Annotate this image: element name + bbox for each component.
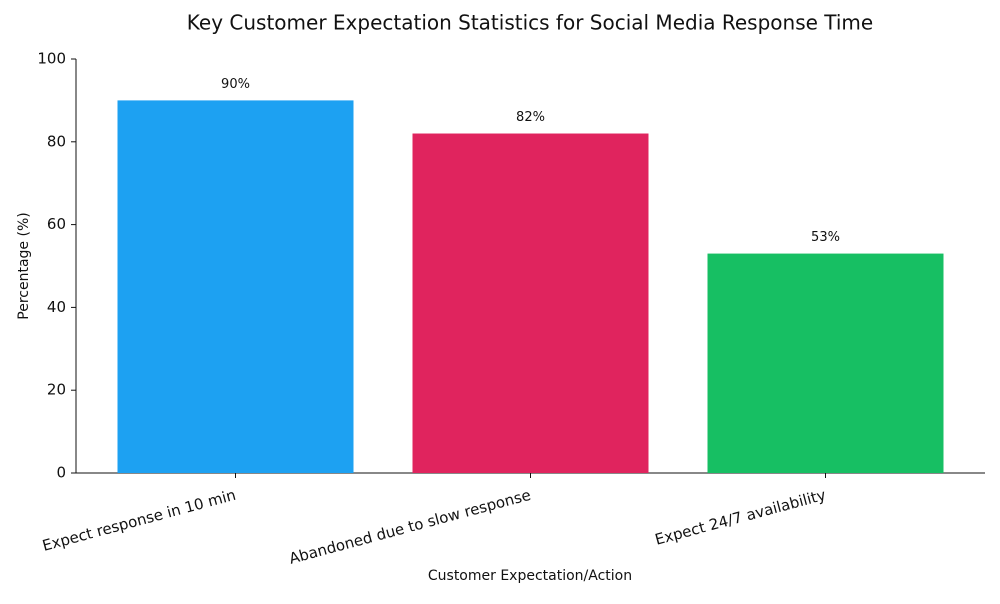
y-tick-label: 20: [47, 381, 66, 399]
bar: [117, 100, 354, 474]
x-tick-label: Abandoned due to slow response: [287, 486, 533, 568]
y-tick-label: 80: [47, 132, 66, 150]
x-tick-label: Expect response in 10 min: [40, 486, 237, 555]
bar: [412, 133, 649, 473]
y-tick-label: 100: [37, 50, 66, 68]
y-tick-label: 60: [47, 215, 66, 233]
y-tick-label: 0: [56, 464, 66, 482]
x-axis-label: Customer Expectation/Action: [428, 568, 632, 584]
y-axis-label: Percentage (%): [16, 212, 32, 319]
y-tick-label: 40: [47, 298, 66, 316]
value-label: 90%: [221, 77, 250, 92]
value-label: 82%: [516, 110, 545, 125]
chart-title: Key Customer Expectation Statistics for …: [187, 11, 873, 35]
bar: [707, 253, 944, 473]
value-label: 53%: [811, 230, 840, 245]
x-tick-label: Expect 24/7 availability: [653, 486, 828, 549]
